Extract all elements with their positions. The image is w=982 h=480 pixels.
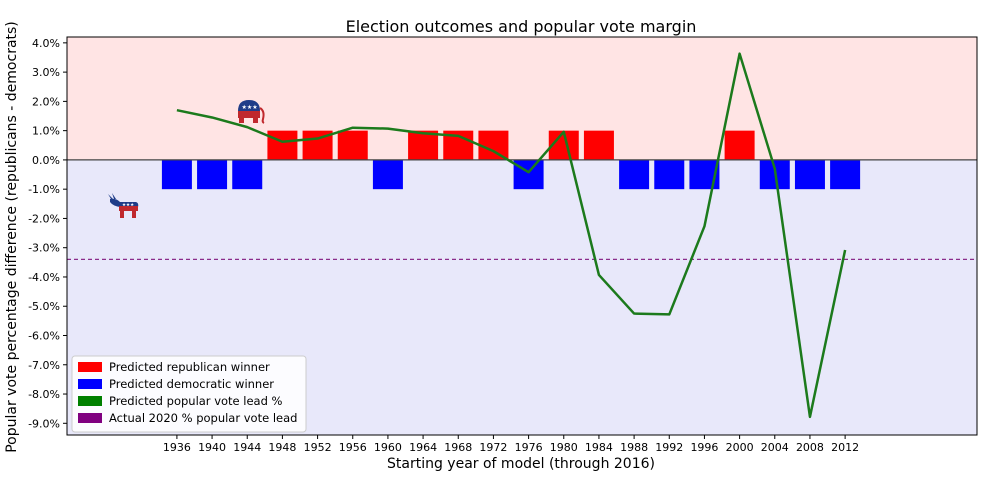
legend-entry: Predicted popular vote lead %: [109, 394, 283, 408]
y-tick-label: 0.0%: [32, 154, 60, 167]
democratic-winner-bar: [513, 159, 544, 190]
x-tick-label: 1956: [339, 441, 367, 454]
republican-winner-bar: [337, 130, 368, 160]
y-tick-label: -8.0%: [28, 388, 60, 401]
x-tick-label: 2008: [796, 441, 824, 454]
democratic-winner-bar: [372, 159, 403, 190]
x-tick-label: 1992: [655, 441, 683, 454]
x-tick-label: 1952: [304, 441, 332, 454]
y-tick-label: -6.0%: [28, 330, 60, 343]
y-axis-title: Popular vote percentage difference (repu…: [4, 21, 20, 453]
legend-entry: Predicted democratic winner: [109, 377, 274, 391]
x-tick-label: 1976: [515, 441, 543, 454]
republican-region-background: [67, 37, 977, 160]
legend-swatch: [78, 396, 102, 406]
x-tick-label: 1984: [585, 441, 613, 454]
republican-winner-bar: [478, 130, 509, 160]
winner-bars: [161, 130, 861, 190]
x-tick-label: 1988: [620, 441, 648, 454]
x-tick-label: 1964: [409, 441, 437, 454]
legend-swatch: [78, 379, 102, 389]
x-tick-label: 2004: [761, 441, 789, 454]
y-tick-label: -2.0%: [28, 212, 60, 225]
y-tick-label: -3.0%: [28, 242, 60, 255]
y-tick-label: -1.0%: [28, 183, 60, 196]
predicted-lead-line: [176, 52, 847, 419]
republican-elephant-icon: ★★★: [238, 100, 265, 124]
x-tick-label: 1968: [444, 441, 472, 454]
y-tick-label: -5.0%: [28, 300, 60, 313]
legend-swatch: [78, 362, 102, 372]
y-tick-label: 1.0%: [32, 125, 60, 138]
y-tick-label: 2.0%: [32, 95, 60, 108]
y-tick-label: 4.0%: [32, 37, 60, 50]
x-tick-label: 1996: [690, 441, 718, 454]
democratic-winner-bar: [197, 159, 228, 190]
y-tick-label: -9.0%: [28, 417, 60, 430]
x-tick-label: 1948: [268, 441, 296, 454]
x-tick-label: 1940: [198, 441, 226, 454]
democratic-winner-bar: [794, 159, 825, 190]
x-tick-label: 2000: [726, 441, 754, 454]
y-tick-label: 3.0%: [32, 66, 60, 79]
x-axis: 1936 1940 1944 1948 1952 1956 1960 1964 1968 1972…: [163, 435, 859, 454]
y-tick-label: -7.0%: [28, 359, 60, 372]
x-tick-label: 1944: [233, 441, 261, 454]
legend-entry: Predicted republican winner: [109, 360, 270, 374]
x-tick-label: 2012: [831, 441, 859, 454]
chart-title: Election outcomes and popular vote margi…: [346, 17, 697, 36]
democratic-winner-bar: [619, 159, 650, 190]
democratic-winner-bar: [830, 159, 861, 190]
plot-frame: [66, 36, 978, 436]
democrat-donkey-icon: ★★★: [108, 193, 139, 218]
legend: Predicted republican winner Predicted dem…: [71, 355, 307, 433]
y-tick-label: -4.0%: [28, 271, 60, 284]
legend-swatch: [78, 413, 102, 423]
republican-winner-bar: [408, 130, 439, 160]
svg-text:★★★: ★★★: [122, 202, 134, 208]
democratic-winner-bar: [161, 159, 192, 190]
republican-winner-bar: [583, 130, 614, 160]
republican-winner-bar: [724, 130, 755, 160]
x-tick-label: 1980: [550, 441, 578, 454]
x-tick-label: 1960: [374, 441, 402, 454]
x-tick-label: 1972: [479, 441, 507, 454]
svg-text:★★★: ★★★: [242, 104, 258, 111]
republican-winner-bar: [267, 130, 298, 160]
legend-entry: Actual 2020 % popular vote lead: [109, 411, 297, 425]
democratic-winner-bar: [232, 159, 263, 190]
legend-box: [71, 355, 307, 433]
y-axis: -9.0% -8.0% -7.0% -6.0% -5.0% -4.0% -3.0% -2.0%…: [28, 37, 67, 430]
democratic-winner-bar: [654, 159, 685, 190]
x-axis-title: Starting year of model (through 2016): [387, 456, 655, 472]
x-tick-label: 1936: [163, 441, 191, 454]
